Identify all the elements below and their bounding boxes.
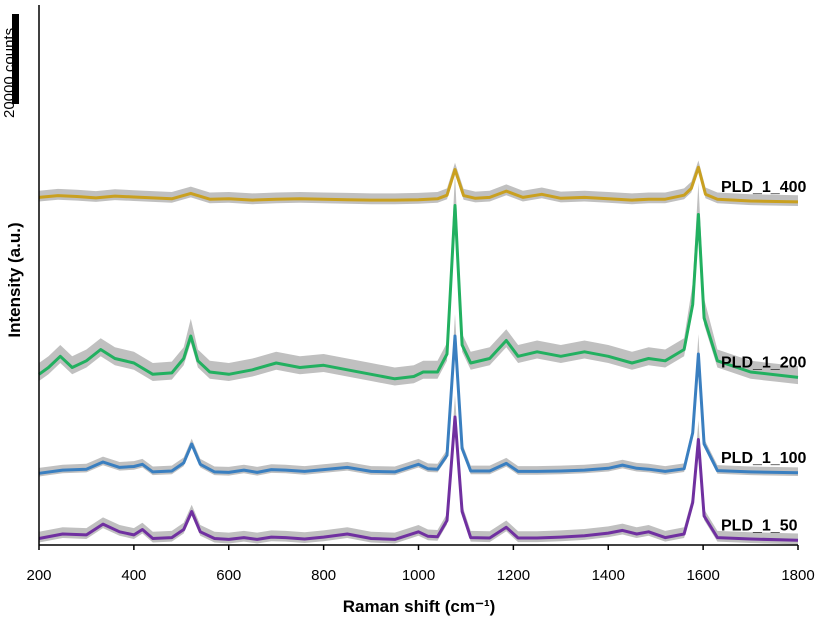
x-tick-label-1600: 1600 [686, 567, 719, 584]
band-PLD_1_400 [39, 160, 798, 206]
band-PLD_1_200 [39, 172, 798, 386]
line-PLD_1_100 [38, 334, 799, 475]
x-tick-label-400: 400 [121, 567, 146, 584]
x-axis-title: Raman shift (cm⁻¹) [343, 597, 496, 616]
error-bands [39, 160, 798, 545]
x-tick-label-200: 200 [26, 567, 51, 584]
line-PLD_1_400 [38, 165, 799, 204]
line-PLD_1_50 [38, 415, 799, 542]
series-label-PLD_1_400: PLD_1_400 [721, 179, 806, 196]
line-PLD_1_200 [38, 204, 799, 381]
x-tick-label-1000: 1000 [402, 567, 435, 584]
series-labels: PLD_1_400 PLD_1_200 PLD_1_100 PLD_1_50 [721, 179, 806, 534]
series-label-PLD_1_200: PLD_1_200 [721, 354, 806, 371]
scale-bar-label: 20000 counts [1, 28, 18, 118]
series-lines [38, 165, 799, 542]
series-label-PLD_1_50: PLD_1_50 [721, 517, 798, 534]
scale-bar [12, 14, 19, 104]
x-tick-label-600: 600 [216, 567, 241, 584]
x-tick-label-800: 800 [311, 567, 336, 584]
series-label-PLD_1_100: PLD_1_100 [721, 450, 806, 467]
x-ticks: 200 400 600 800 1000 1200 1400 1600 1800 [26, 545, 815, 584]
x-tick-label-1800: 1800 [781, 567, 814, 584]
x-tick-label-1200: 1200 [497, 567, 530, 584]
x-tick-label-1400: 1400 [592, 567, 625, 584]
y-axis-title: Intensity (a.u.) [5, 222, 24, 337]
